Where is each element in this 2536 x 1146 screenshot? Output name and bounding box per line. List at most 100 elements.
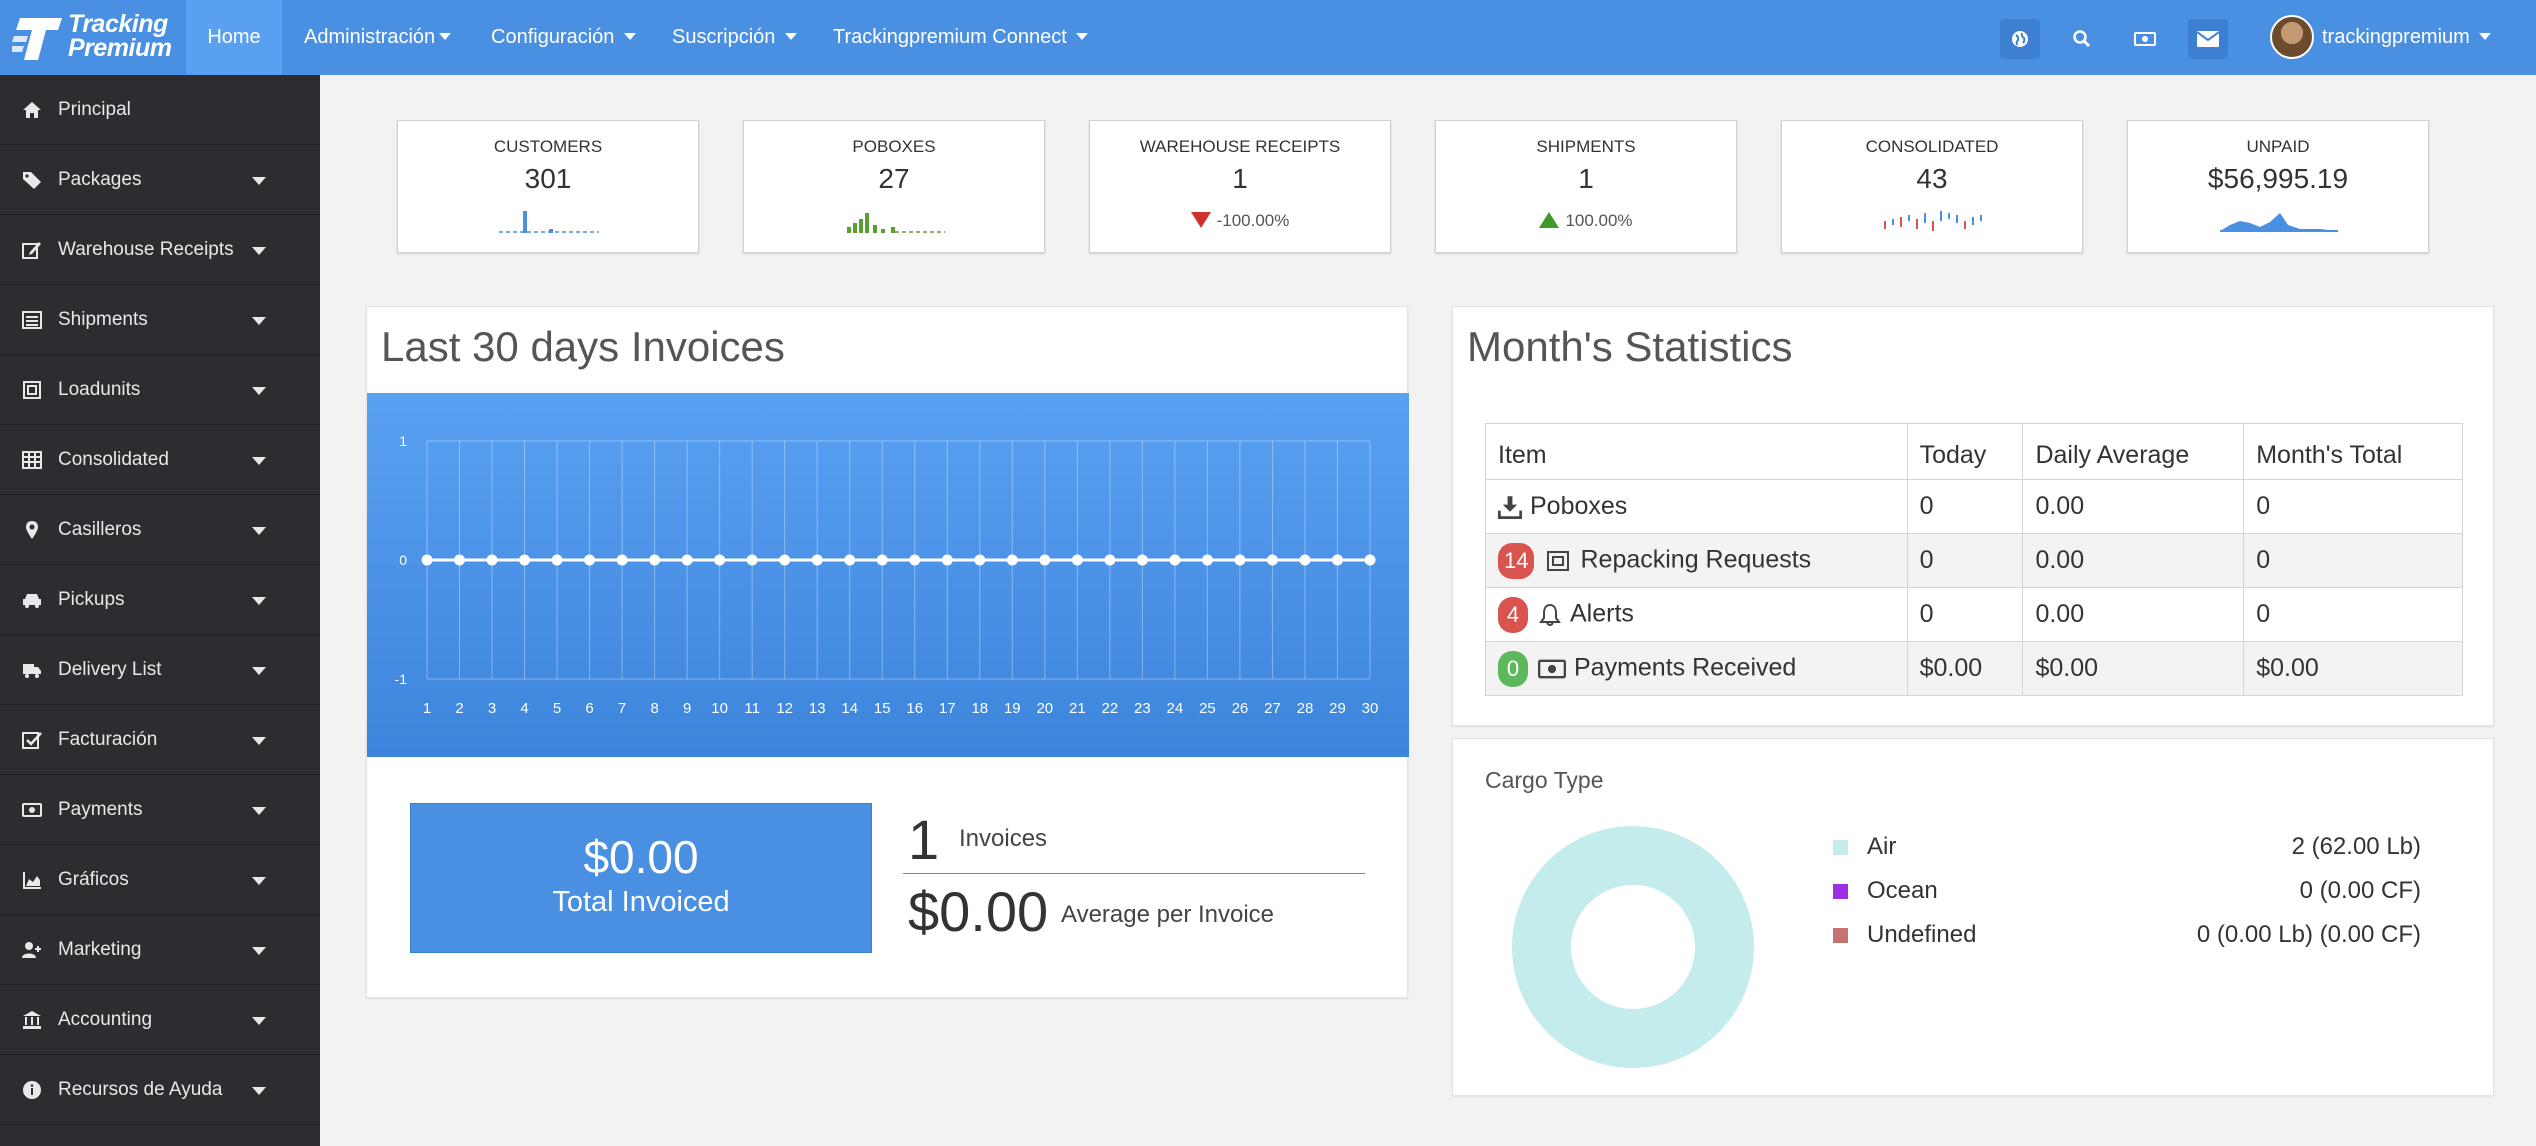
info-icon: [23, 1081, 41, 1099]
month-statistics-title: Month's Statistics: [1467, 323, 1793, 370]
caret-down-icon: [252, 1087, 266, 1095]
sidebar-item-loadunits[interactable]: Loadunits: [0, 355, 320, 425]
data-point: [421, 554, 433, 566]
data-point: [1266, 554, 1278, 566]
nav-administracion[interactable]: Administración: [304, 0, 452, 75]
caret-down-icon: [623, 32, 636, 40]
column-header-daily-average: Daily Average: [2022, 423, 2245, 480]
x-tick-label: 23: [1134, 700, 1151, 717]
x-tick-label: 19: [1004, 700, 1021, 717]
sparkline-customers: [499, 211, 599, 233]
invoices-panel: Last 30 days Invoices 1 0 -1 1 2 3 4 5 6 7 8 9 10 11 1…: [366, 306, 1409, 998]
sparkline-unpaid: [2220, 213, 2338, 232]
stat-card-shipments[interactable]: SHIPMENTS 1 100.00%: [1435, 120, 1737, 253]
globe-icon[interactable]: [2000, 19, 2040, 59]
caret-down-icon: [252, 877, 266, 885]
sidebar: Principal Packages Warehouse Receipts Sh…: [0, 75, 320, 1146]
money-icon[interactable]: [2125, 19, 2165, 59]
sidebar-item-casilleros[interactable]: Casilleros: [0, 495, 320, 565]
x-tick-label: 7: [618, 700, 626, 717]
nav-suscripcion[interactable]: Suscripción: [672, 0, 797, 75]
map-marker-icon: [26, 521, 38, 539]
envelope-icon[interactable]: [2188, 19, 2228, 59]
list-icon: [22, 311, 42, 329]
brand-logo[interactable]: Tracking Premium: [0, 0, 186, 75]
sidebar-item-pickups[interactable]: Pickups: [0, 565, 320, 635]
caret-down-icon: [252, 947, 266, 955]
data-point: [486, 554, 498, 566]
sidebar-item-graficos[interactable]: Gráficos: [0, 845, 320, 915]
data-point: [974, 554, 986, 566]
caret-down-icon: [252, 387, 266, 395]
stat-card-unpaid[interactable]: UNPAID $56,995.19: [2127, 120, 2429, 253]
x-tick-label: 27: [1264, 700, 1281, 717]
x-tick-label: 15: [874, 700, 891, 717]
avatar[interactable]: [2270, 15, 2314, 59]
logo-mark-icon: [12, 18, 62, 60]
total-invoiced-value: $0.00: [583, 831, 699, 883]
stat-card-poboxes[interactable]: POBOXES 27: [743, 120, 1045, 253]
sidebar-item-accounting[interactable]: Accounting: [0, 985, 320, 1055]
caret-down-icon: [252, 457, 266, 465]
stat-card-customers[interactable]: CUSTOMERS 301: [397, 120, 699, 253]
x-tick-label: 18: [971, 700, 988, 717]
table-icon: [22, 451, 42, 469]
nav-trackingpremium-connect[interactable]: Trackingpremium Connect: [833, 0, 1089, 75]
user-menu[interactable]: trackingpremium: [2322, 15, 2492, 59]
column-header-item: Item: [1485, 423, 1908, 480]
x-tick-label: 21: [1069, 700, 1086, 717]
x-tick-label: 3: [488, 700, 496, 717]
stat-card-warehouse-receipts[interactable]: WAREHOUSE RECEIPTS 1 -100.00%: [1089, 120, 1391, 253]
table-row: 0 Payments Received $0.00 $0.00 $0.00: [1485, 641, 2463, 696]
sidebar-item-facturacion[interactable]: Facturación: [0, 705, 320, 775]
column-header-today: Today: [1906, 423, 2024, 480]
table-row: Poboxes 0 0.00 0: [1485, 479, 2463, 534]
y-tick-label: -1: [395, 671, 408, 687]
x-tick-label: 22: [1102, 700, 1119, 717]
container-icon: [1547, 550, 1570, 571]
sidebar-item-delivery-list[interactable]: Delivery List: [0, 635, 320, 705]
caret-down-icon: [252, 667, 266, 675]
sidebar-item-payments[interactable]: Payments: [0, 775, 320, 845]
bank-icon: [23, 1011, 41, 1029]
x-tick-label: 25: [1199, 700, 1216, 717]
trend-up-icon: [1539, 212, 1560, 228]
data-point: [551, 554, 563, 566]
x-tick-label: 26: [1232, 700, 1249, 717]
caret-down-icon: [252, 807, 266, 815]
month-statistics-table: Item Today Daily Average Month's Total P…: [1485, 423, 2463, 696]
y-tick-label: 0: [399, 552, 407, 568]
data-point: [649, 554, 661, 566]
data-point: [1331, 554, 1343, 566]
sidebar-item-principal[interactable]: Principal: [0, 75, 320, 145]
user-plus-icon: [22, 942, 41, 958]
data-point: [1136, 554, 1148, 566]
sidebar-item-marketing[interactable]: Marketing: [0, 915, 320, 985]
search-icon[interactable]: [2062, 19, 2102, 59]
x-tick-label: 29: [1329, 700, 1346, 717]
donut-slice-air[interactable]: [1512, 826, 1754, 1068]
sparkline-consolidated: [1884, 211, 1982, 231]
x-tick-label: 1: [423, 700, 431, 717]
x-tick-label: 6: [585, 700, 593, 717]
invoices-chart: 1 0 -1 1 2 3 4 5 6 7 8 9 10 11 12 13 14 15 16 17 18 19 20 21 22 2…: [367, 393, 1409, 757]
alerts-badge: 4: [1498, 596, 1528, 633]
nav-configuracion[interactable]: Configuración: [491, 0, 636, 75]
column-header-months-total: Month's Total: [2243, 423, 2463, 480]
data-point: [616, 554, 628, 566]
sparkline-poboxes: [847, 213, 945, 233]
sidebar-item-consolidated[interactable]: Consolidated: [0, 425, 320, 495]
home-icon: [23, 102, 41, 118]
caret-down-icon: [252, 737, 266, 745]
table-row: 14 Repacking Requests 0 0.00 0: [1485, 533, 2463, 588]
sidebar-item-packages[interactable]: Packages: [0, 145, 320, 215]
data-point: [454, 554, 466, 566]
sidebar-item-shipments[interactable]: Shipments: [0, 285, 320, 355]
caret-down-icon: [252, 247, 266, 255]
month-statistics-panel: Month's Statistics Item Today Daily Aver…: [1452, 306, 2494, 726]
sidebar-item-recursos-de-ayuda[interactable]: Recursos de Ayuda: [0, 1055, 320, 1125]
sidebar-item-warehouse-receipts[interactable]: Warehouse Receipts: [0, 215, 320, 285]
nav-home[interactable]: Home: [186, 0, 282, 75]
container-icon: [23, 381, 41, 399]
stat-card-consolidated[interactable]: CONSOLIDATED 43: [1781, 120, 2083, 253]
